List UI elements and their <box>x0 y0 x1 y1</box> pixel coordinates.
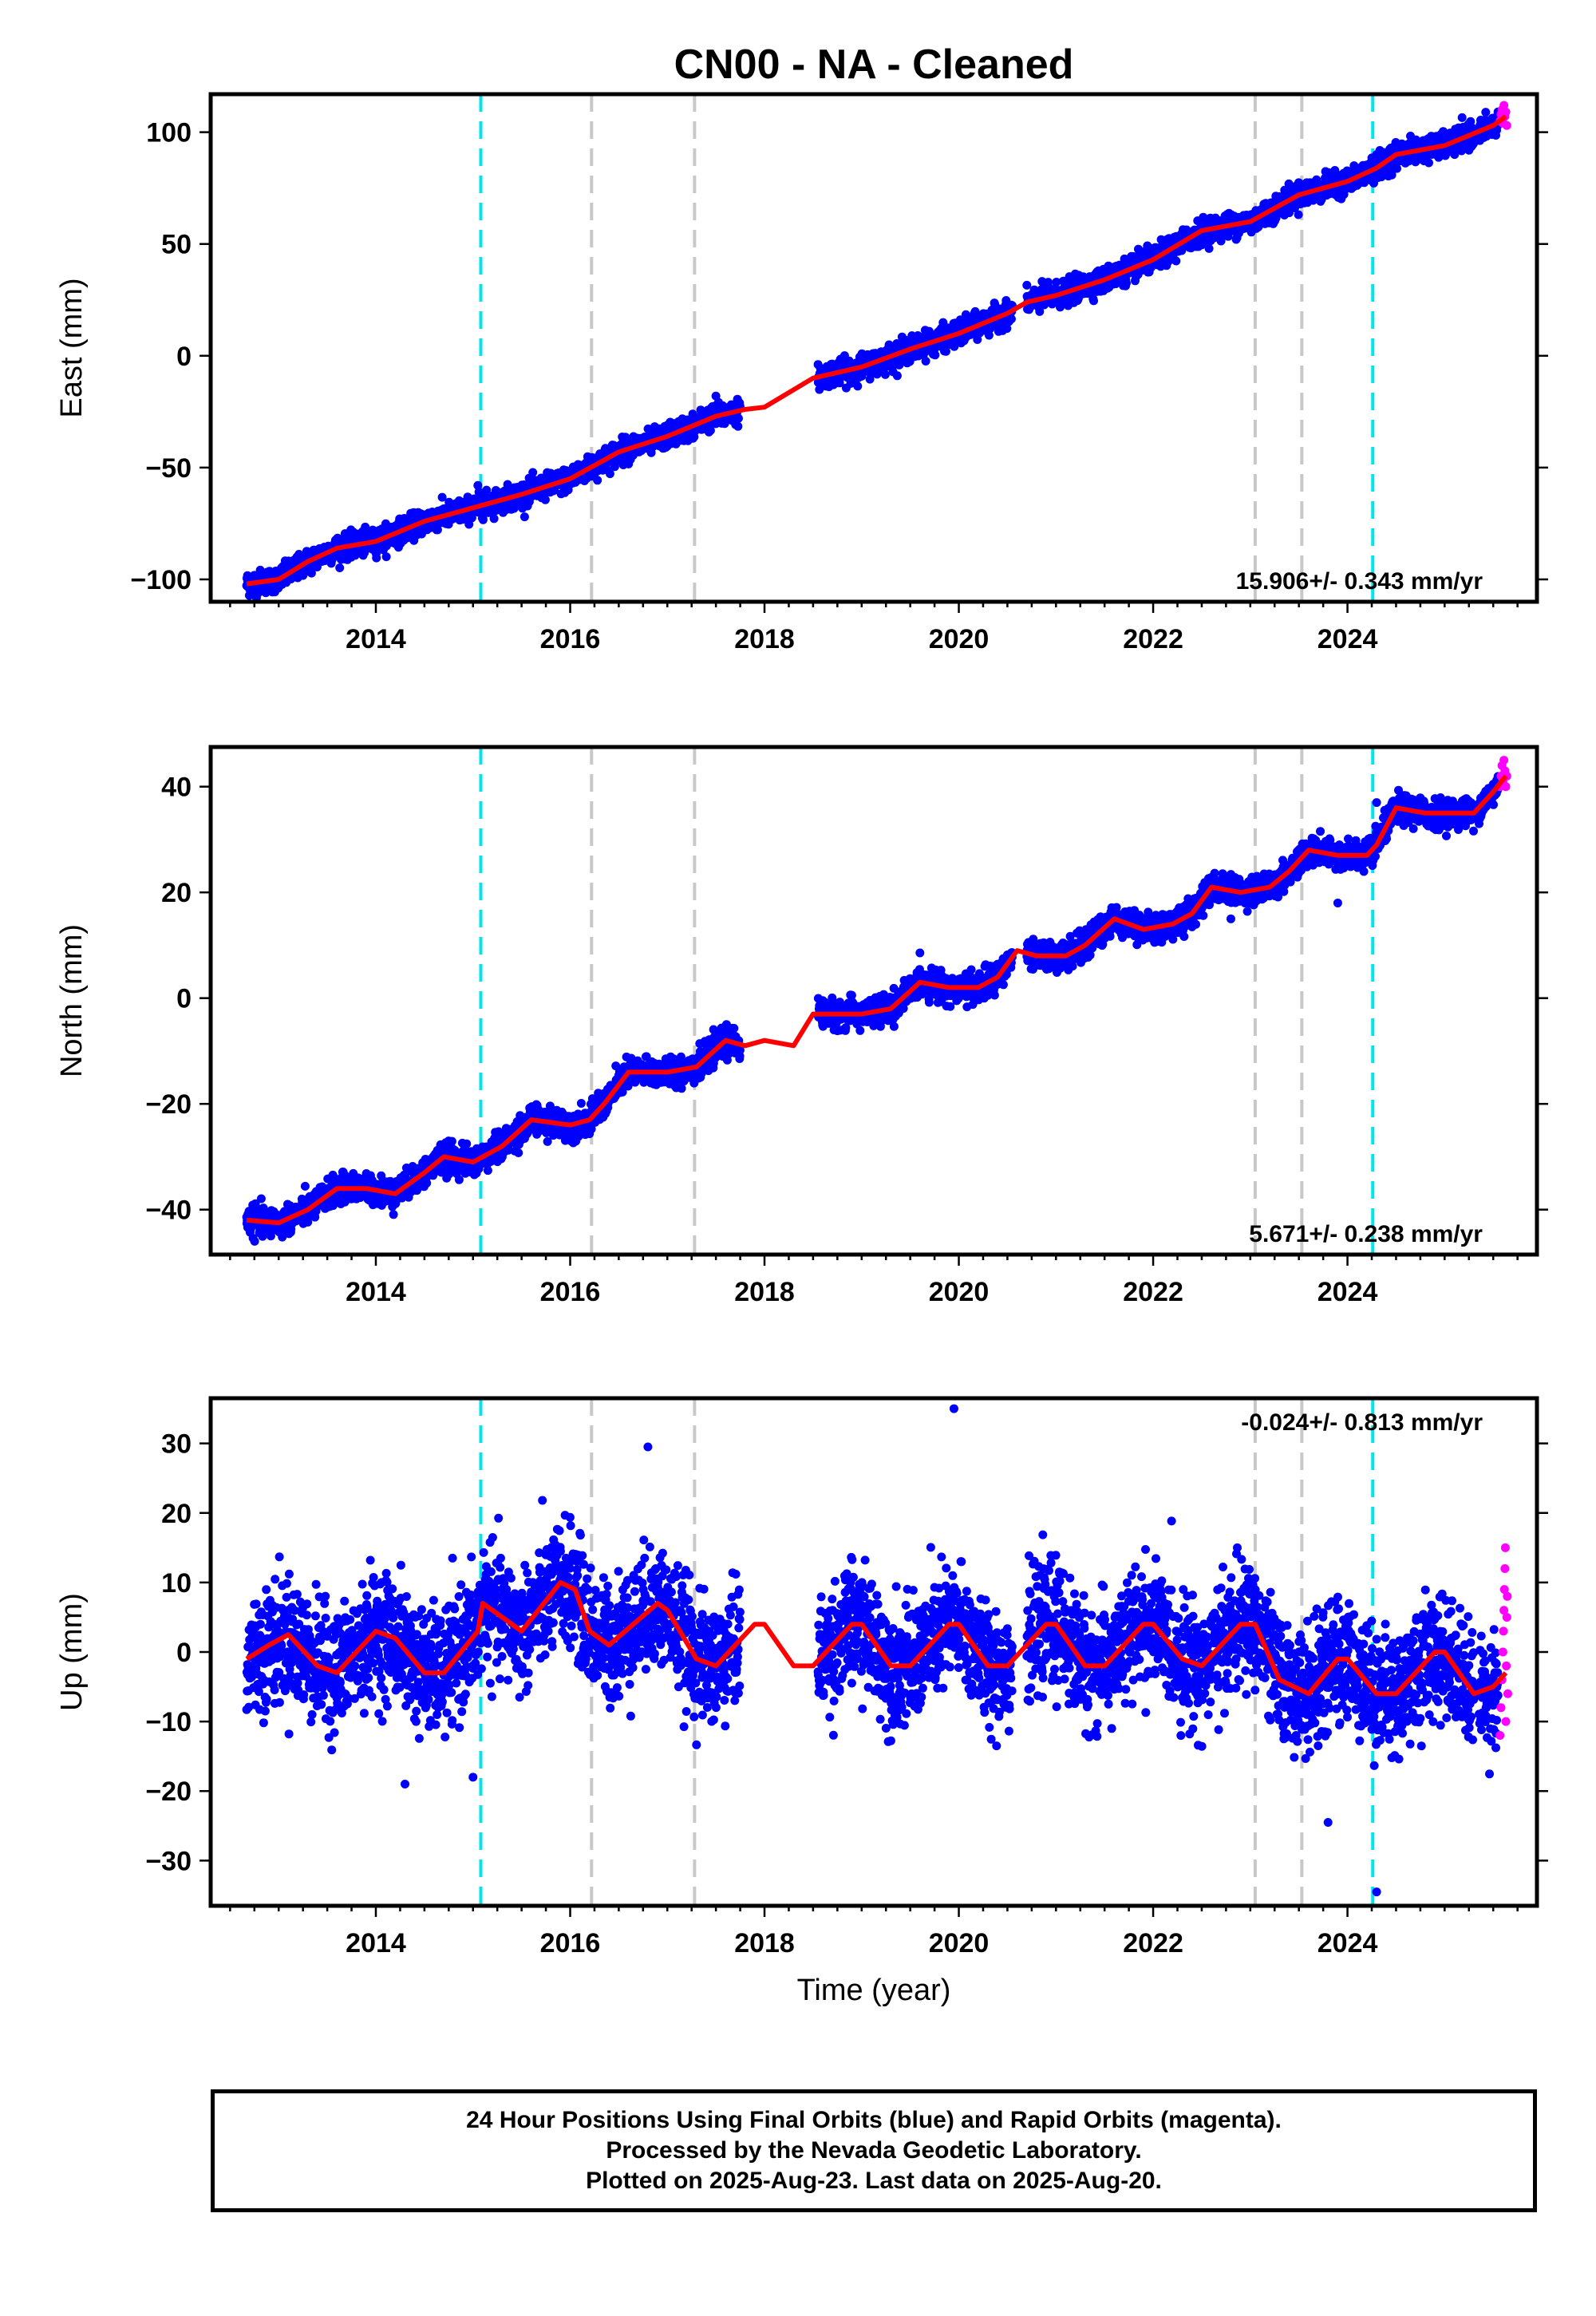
east-point <box>1052 278 1061 287</box>
east-frame <box>208 92 1539 604</box>
east-final-orbit-points <box>242 107 1503 602</box>
north-point <box>256 1194 266 1203</box>
east-point <box>610 462 619 472</box>
east-point <box>853 381 863 391</box>
east-x-tick-label: 2018 <box>734 624 795 654</box>
east-point <box>1122 279 1131 288</box>
north-plot-area <box>242 747 1511 1255</box>
east-x-tick-label: 2020 <box>929 624 990 654</box>
east-y-tick-label: 50 <box>161 230 192 260</box>
east-outlier-point <box>473 480 483 490</box>
east-point <box>437 492 447 502</box>
east-point <box>489 514 499 524</box>
east-y-tick-label: −100 <box>130 565 192 595</box>
east-point <box>605 469 614 479</box>
east-point <box>1481 108 1491 117</box>
east-point <box>733 421 743 431</box>
east-point <box>930 350 940 360</box>
east-rapid-point <box>1499 101 1509 110</box>
north-panel: 2014 2016 2018 2020 2022 2024−40−2002040North… <box>55 745 1548 1307</box>
east-point <box>482 485 492 495</box>
east-point <box>464 520 474 529</box>
east-x-tick-label: 2022 <box>1123 624 1183 654</box>
east-point <box>1022 280 1032 290</box>
east-point <box>381 552 391 562</box>
north-final-orbit-points <box>242 772 1503 1246</box>
north-point <box>300 1181 310 1191</box>
east-point <box>1457 145 1467 155</box>
east-point <box>1002 324 1012 334</box>
east-point <box>892 371 902 381</box>
east-point <box>880 370 890 379</box>
east-point <box>984 330 994 340</box>
east-point <box>335 563 345 572</box>
east-outlier-point <box>711 391 721 401</box>
east-y-tick-label: 100 <box>146 118 192 148</box>
east-point <box>1177 246 1187 255</box>
east-point <box>361 522 370 532</box>
east-point <box>1457 113 1467 122</box>
east-point <box>1377 172 1386 182</box>
east-x-tick-label: 2016 <box>540 624 601 654</box>
east-point <box>1393 164 1401 173</box>
east-x-tick-label: 2024 <box>1317 624 1378 654</box>
east-y-tick-label: −50 <box>145 453 192 484</box>
figure: CN00 - NA - Cleaned 2014 2016 2018 2020 2022… <box>55 41 1548 2007</box>
east-y-axis-label: East (mm) <box>55 278 89 417</box>
chart-title: CN00 - NA - Cleaned <box>674 41 1074 88</box>
east-point <box>433 525 442 535</box>
east-point <box>941 346 950 356</box>
east-y-tick-label: 0 <box>176 342 192 372</box>
east-point <box>1035 306 1045 316</box>
east-point <box>705 425 715 435</box>
east-point <box>733 413 743 423</box>
east-rapid-point <box>1502 121 1511 130</box>
east-point <box>921 357 930 366</box>
north-point <box>278 1232 287 1242</box>
east-point <box>1387 170 1396 180</box>
east-point <box>372 553 381 563</box>
east-point <box>1089 296 1098 306</box>
north-point <box>266 1231 275 1241</box>
east-point <box>1204 243 1214 253</box>
east-point <box>970 306 980 316</box>
east-x-tick-label: 2014 <box>346 624 406 654</box>
east-plot-area <box>242 94 1511 602</box>
east-point <box>1006 314 1016 324</box>
east-rate-label: 15.906+/- 0.343 mm/yr <box>1236 568 1483 595</box>
east-point <box>519 512 529 522</box>
east-outlier-point <box>1372 150 1381 160</box>
north-point <box>250 1236 259 1246</box>
east-point <box>528 468 538 477</box>
east-point <box>1294 210 1303 219</box>
east-point <box>593 476 602 485</box>
east-point <box>1424 158 1433 168</box>
east-rapid-point <box>1501 107 1511 117</box>
east-model-curve <box>246 114 1507 587</box>
east-point <box>540 495 550 504</box>
east-panel: 2014 2016 2018 2020 2022 2024 −100 −50 0 50 100 Eas… <box>55 92 1548 654</box>
east-point <box>478 515 488 524</box>
east-point <box>1171 256 1181 266</box>
